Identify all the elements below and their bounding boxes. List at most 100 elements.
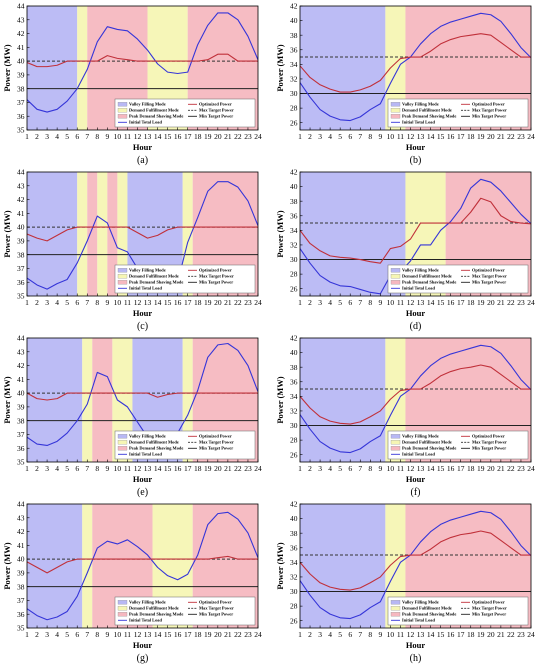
x-tick-label: 20 [487,630,495,639]
y-tick-label: 38 [17,250,25,259]
y-tick-label: 40 [290,16,298,25]
x-tick-label: 17 [457,298,465,307]
x-tick-label: 7 [85,464,89,473]
y-tick-label: 40 [17,555,25,564]
x-tick-label: 5 [65,630,69,639]
y-tick-label: 37 [17,264,25,273]
panel-label: (g) [137,653,149,664]
y-tick-label: 36 [17,278,25,287]
series-initial-line [300,12,531,122]
mode-band-peak [87,172,98,296]
plot-frame [26,171,259,297]
x-tick-label: 16 [174,464,182,473]
x-tick-label: 12 [134,132,142,141]
x-tick-label: 3 [45,298,49,307]
x-tick-label: 13 [144,630,152,639]
x-tick-label: 10 [387,132,395,141]
x-tick-label: 4 [328,630,332,639]
y-tick-label: 40 [17,389,25,398]
y-tick-label: 44 [17,2,25,11]
y-tick-label: 40 [17,223,25,232]
x-tick-label: 21 [224,630,232,639]
legend-label-initial: Initial Total Load [402,618,435,623]
legend-swatch-demand [117,440,128,445]
x-tick-label: 7 [358,132,362,141]
series-optimized-line [300,364,531,425]
x-tick-label: 11 [397,630,404,639]
x-tick-label: 15 [437,298,445,307]
x-tick-label: 21 [497,630,505,639]
x-tick-label: 11 [397,298,404,307]
legend-label-initial: Initial Total Load [402,286,435,291]
plot-frame [299,5,532,131]
x-tick-label: 13 [144,464,152,473]
plot-frame [26,337,259,463]
y-tick-label: 35 [17,458,25,467]
x-tick-label: 15 [164,132,172,141]
legend-box [387,430,529,460]
x-tick-label: 24 [254,464,262,473]
x-tick-label: 16 [447,132,455,141]
y-tick-label: 34 [290,226,298,235]
x-tick-label: 17 [184,298,192,307]
mode-band-valley [300,504,386,628]
y-axis-title: Power (MW) [2,376,12,423]
x-tick-label: 4 [55,132,59,141]
x-tick-label: 17 [184,630,192,639]
x-tick-label: 23 [517,630,525,639]
plot-frame [26,5,259,131]
x-tick-label: 9 [105,630,109,639]
x-axis-title: Hour [133,308,153,318]
x-tick-label: 3 [318,298,322,307]
x-tick-label: 19 [477,298,485,307]
x-tick-label: 14 [427,298,435,307]
x-tick-label: 8 [95,298,99,307]
x-tick-label: 18 [194,464,202,473]
legend-box [114,596,256,626]
panel-label: (a) [137,155,148,166]
y-tick-label: 36 [290,543,298,552]
x-tick-label: 19 [477,630,485,639]
legend-swatch-demand [117,274,128,279]
y-tick-label: 39 [17,236,25,245]
x-tick-label: 24 [527,132,535,141]
x-tick-label: 7 [85,298,89,307]
legend-swatch-peak [390,446,401,451]
x-tick-label: 9 [378,630,382,639]
legend-swatch-valley [390,600,401,605]
legend-swatch-demand [117,108,128,113]
x-tick-label: 11 [397,464,404,473]
x-tick-label: 2 [35,464,39,473]
x-tick-label: 3 [45,630,49,639]
legend-box [387,596,529,626]
legend-swatch-demand [390,606,401,611]
x-tick-label: 11 [124,464,131,473]
legend-swatch-demand [390,108,401,113]
legend-box [114,98,256,128]
x-tick-label: 5 [338,464,342,473]
x-tick-label: 23 [244,464,252,473]
x-tick-label: 4 [55,630,59,639]
y-tick-label: 44 [17,500,25,509]
y-tick-label: 28 [290,104,298,113]
series-optimized-line [27,53,258,68]
x-tick-label: 14 [427,630,435,639]
x-axis-title: Hour [406,308,426,318]
y-tick-label: 38 [17,416,25,425]
y-tick-label: 42 [290,334,298,343]
x-tick-label: 19 [204,630,212,639]
y-tick-label: 42 [17,195,25,204]
x-tick-label: 22 [234,298,242,307]
x-tick-label: 11 [124,132,131,141]
legend-label-peak: Peak Demand Shaving Mode [129,612,183,617]
y-tick-label: 42 [290,168,298,177]
x-tick-label: 4 [55,464,59,473]
x-tick-label: 18 [194,298,202,307]
x-tick-label: 24 [527,630,535,639]
x-tick-label: 9 [378,464,382,473]
x-tick-label: 7 [85,630,89,639]
series-optimized-line [300,33,531,93]
y-tick-label: 38 [290,31,298,40]
